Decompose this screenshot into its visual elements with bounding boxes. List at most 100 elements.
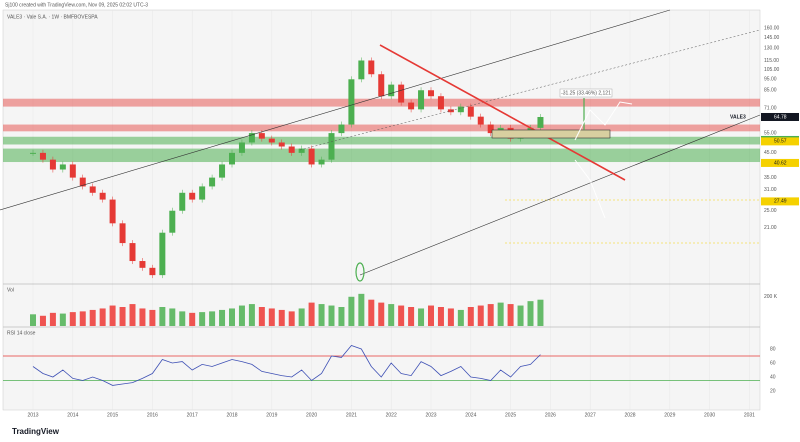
candle [477,116,484,125]
annotation: -31.25 (33.46%) 2,121 [561,90,611,96]
price-tick-label: 45.00 [764,150,777,156]
candle [159,232,166,276]
price-label-name: VALE3 [730,114,746,120]
price-tick-label: 85.00 [764,88,777,94]
volume-bar [69,312,76,326]
year-label: 2022 [386,412,397,418]
volume-bar [129,304,136,326]
projection-path [574,101,633,141]
volume-bar [298,308,305,326]
price-tick-label: 160.00 [764,25,780,31]
year-label: 2020 [306,412,317,418]
volume-bar [79,311,86,326]
volume-bar [477,305,484,326]
year-label: 2031 [744,412,755,418]
volume-bar [537,299,544,326]
symbol: VALE3 · Vale S.A. · 1W · BMFBOVESPA [7,14,98,20]
candle [69,164,76,178]
candle [288,146,295,153]
price-tick-label: 31.00 [764,187,777,193]
candle [368,60,375,75]
candle [30,152,36,154]
candle [229,152,235,165]
year-label: 2017 [187,412,198,418]
volume-bar [517,305,524,326]
volume-bar [189,312,196,326]
candle [238,142,245,153]
support-zone [3,148,760,163]
channel-line [299,29,761,151]
candle [169,210,176,233]
candle [398,84,405,103]
rsi-tick: 80 [770,346,776,352]
year-label: 2029 [664,412,675,418]
candle [418,90,425,110]
year-label: 2028 [624,412,635,418]
projection-path [574,159,606,219]
volume-bar [278,309,285,326]
volume-bar [268,308,275,326]
volume-bar [527,301,534,326]
volume-bar [428,305,434,326]
volume-bar [139,308,146,326]
candle [467,106,474,117]
candle [99,192,106,200]
year-label: 2026 [545,412,556,418]
candle [447,109,454,113]
volume-bar [199,312,206,326]
year-label: 2023 [425,412,436,418]
candle [79,177,86,187]
volume-bar [388,304,395,326]
candle [348,79,355,125]
rsi-tick: 60 [770,360,776,366]
price-label-bg [761,158,799,167]
price-tick-label: 25.00 [764,208,777,214]
volume-bar [229,308,235,326]
candle [428,90,434,97]
price-tick-label: 21.00 [764,225,777,231]
volume-bar [368,299,375,326]
volume-bar [49,312,56,326]
highlight-circle [355,262,365,282]
price-label: 27.49 [774,199,787,205]
candle [139,261,146,268]
box-zone [491,129,611,139]
candle [318,159,325,165]
year-label: 2013 [27,412,38,418]
candle [109,199,116,224]
year-label: 2025 [505,412,516,418]
price-tick-label: 35.00 [764,175,777,181]
price-tick-label: 55.00 [764,130,777,136]
year-label: 2014 [67,412,78,418]
credit: Sj100 created with TradingView.com, Nov … [5,2,148,8]
volume-bar [328,305,335,326]
price-tick-label: 95.00 [764,77,777,83]
price-tick-label: 130.00 [764,46,780,52]
volume-bar [59,313,66,326]
year-label: 2019 [266,412,277,418]
candle [248,133,255,143]
trend-line [379,44,626,181]
price-tick-label: 115.00 [764,58,779,64]
volume-bar [119,307,126,326]
candle [328,133,335,160]
volume-bar [497,302,504,326]
candle [219,164,226,178]
chart-area [2,9,761,411]
candle [308,148,315,165]
volume-bar [219,309,226,326]
volume-bar [348,296,355,326]
price-label: 64.78 [774,114,787,120]
candle [537,116,544,128]
resistance-zone [3,98,760,107]
volume-bar [457,309,464,326]
price-label-bg [761,112,799,121]
annotation-box [559,88,613,98]
year-label: 2030 [704,412,715,418]
candle [149,267,156,276]
year-label: 2024 [465,412,476,418]
rsi-tick: 40 [770,374,776,380]
candle [378,74,385,97]
candle [298,148,305,153]
volume-bar [209,311,216,326]
